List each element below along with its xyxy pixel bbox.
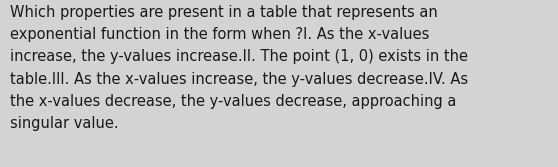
Text: Which properties are present in a table that represents an
exponential function : Which properties are present in a table … xyxy=(10,5,468,131)
